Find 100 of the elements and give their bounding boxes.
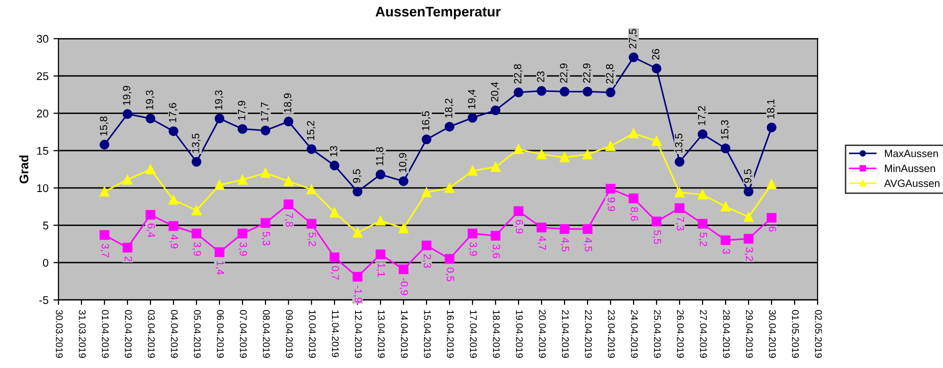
x-tick-label: 23.04.2019 (608, 310, 615, 358)
data-label: 5,2 (698, 232, 708, 246)
data-label: 4,5 (560, 238, 570, 252)
x-tick-label: 03.04.2019 (148, 310, 155, 358)
point (490, 105, 500, 116)
point (744, 186, 754, 197)
data-label: 19,3 (214, 90, 224, 110)
x-tick-label: 17.04.2019 (470, 310, 477, 358)
data-label: 22,9 (560, 64, 569, 83)
point (330, 208, 340, 218)
y-tick-label: 30 (36, 34, 48, 43)
x-tick-label: 02.04.2019 (124, 310, 132, 358)
point (536, 149, 546, 160)
y-axis-title: Grad (19, 156, 28, 184)
point (652, 64, 662, 74)
x-tick-label: 20.04.2019 (538, 310, 546, 358)
data-label: 6,9 (514, 220, 524, 234)
point (330, 252, 340, 262)
x-tick-label: 04.04.2019 (170, 310, 178, 358)
point (468, 166, 478, 176)
x-tick-label: 07.04.2019 (240, 310, 247, 358)
data-label: 2 (124, 256, 132, 262)
x-tick-label: 15.04.2019 (424, 310, 431, 358)
point (444, 254, 454, 264)
point (168, 195, 178, 205)
point (422, 134, 432, 144)
point (536, 86, 546, 96)
point (628, 128, 638, 138)
x-tick-label: 14.04.2019 (400, 310, 408, 358)
point (468, 228, 478, 238)
x-tick-label: 02.05.2019 (814, 310, 822, 358)
point (146, 164, 156, 174)
point (560, 86, 570, 97)
point (330, 160, 340, 170)
data-label: 3,9 (238, 242, 248, 256)
data-label: 27,5 (628, 29, 638, 48)
point (698, 190, 708, 200)
y-tick-label: 15 (37, 147, 48, 155)
data-label: 5,2 (307, 232, 316, 246)
data-label: 22,9 (582, 64, 592, 83)
point (376, 216, 386, 226)
chart-title: AussenTemperatur (376, 6, 501, 20)
point (168, 126, 178, 136)
point (398, 264, 408, 274)
point (444, 122, 454, 132)
x-tick-label: 31.03.2019 (78, 310, 86, 358)
point (238, 228, 248, 238)
point (674, 188, 684, 198)
point (376, 170, 386, 180)
data-label: 15,2 (306, 121, 316, 140)
data-label: 8,6 (630, 207, 638, 221)
x-tick-label: 08.04.2019 (262, 310, 270, 358)
point (514, 144, 524, 154)
point (214, 180, 224, 190)
point (698, 218, 708, 229)
point (628, 52, 638, 62)
point (490, 162, 500, 172)
data-label: 4,9 (169, 234, 178, 248)
data-label: 3,2 (744, 247, 754, 261)
point (260, 168, 270, 178)
point (146, 114, 156, 124)
point (306, 218, 316, 229)
data-label: -1,9 (353, 286, 362, 303)
x-tick-label: 21.04.2019 (562, 310, 569, 358)
point (100, 230, 110, 240)
y-tick-label: 20 (36, 110, 48, 118)
point (490, 230, 500, 241)
data-label: 6,4 (146, 224, 156, 238)
point (536, 222, 546, 232)
x-tick-label: 05.04.2019 (194, 310, 201, 358)
data-label: 7,8 (284, 213, 294, 227)
x-tick-label: 10.04.2019 (308, 310, 316, 358)
data-label: 5,3 (261, 232, 270, 246)
x-tick-label: 28.04.2019 (722, 310, 730, 358)
x-tick-label: 25.04.2019 (654, 310, 661, 358)
point (582, 86, 592, 97)
data-label: 9,9 (606, 198, 616, 212)
point (514, 88, 524, 98)
data-label: 7,3 (676, 216, 684, 230)
point (444, 183, 454, 193)
point (720, 202, 730, 212)
point (766, 122, 776, 132)
data-label: 18,1 (766, 99, 776, 118)
point (468, 112, 478, 123)
point (560, 224, 570, 234)
data-label: 4,5 (584, 238, 592, 252)
point (214, 114, 224, 124)
x-tick-label: 27.04.2019 (700, 310, 707, 358)
data-label: 3,9 (468, 242, 478, 256)
point (744, 212, 754, 222)
data-label: 9,5 (352, 169, 362, 183)
x-tick-label: 09.04.2019 (286, 310, 293, 358)
data-label: 1,1 (376, 264, 385, 277)
point (238, 124, 248, 134)
point (376, 250, 386, 260)
point (100, 186, 110, 197)
point (306, 184, 316, 194)
data-label: 2,3 (422, 254, 432, 268)
data-label: 1,4 (215, 261, 224, 275)
data-label: 16,5 (422, 111, 431, 130)
